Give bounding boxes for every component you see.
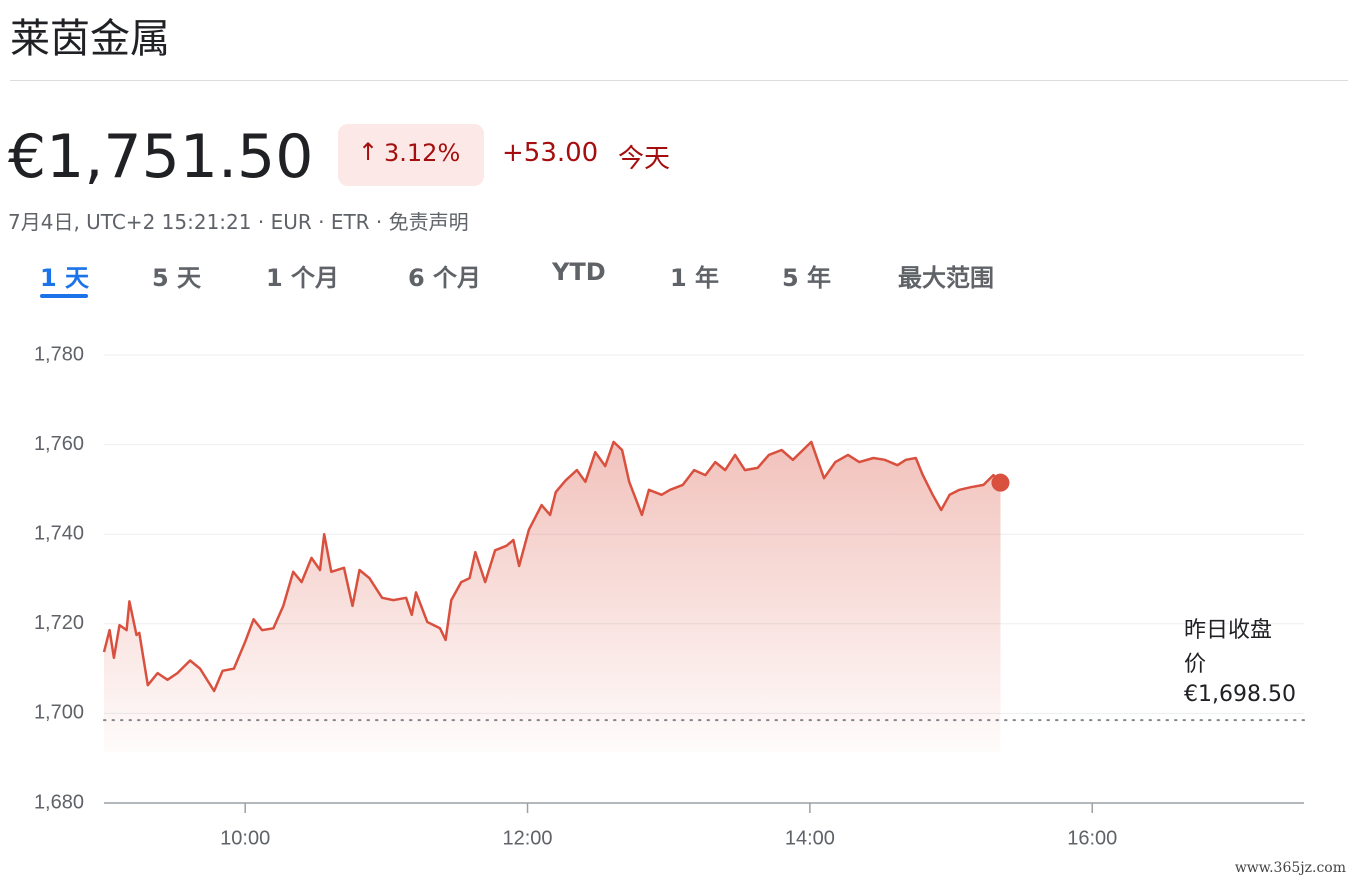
change-period: 今天 bbox=[618, 144, 671, 174]
area bbox=[104, 441, 1001, 753]
range-tab[interactable]: YTD bbox=[552, 258, 606, 286]
previous-close-title: 昨日收盘价 bbox=[1184, 618, 1273, 677]
exchange: ETR bbox=[330, 210, 370, 234]
last-point bbox=[991, 473, 1010, 492]
change-amount: +53.00 bbox=[502, 138, 599, 168]
arrow-icon: ↑ bbox=[358, 138, 379, 166]
y-tick-label: 1,720 bbox=[34, 612, 84, 634]
price: €1,751.50 bbox=[8, 122, 314, 192]
disclaimer[interactable]: 免责声明 bbox=[388, 210, 469, 234]
range-tab[interactable]: 5 年 bbox=[782, 264, 832, 292]
y-tick-label: 1,760 bbox=[34, 433, 84, 455]
divider bbox=[10, 80, 1348, 81]
x-tick-label: 10:00 bbox=[220, 827, 270, 849]
x-tick-label: 16:00 bbox=[1067, 827, 1117, 849]
change-badge: ↑ 3.12% bbox=[338, 124, 484, 186]
x-tick-label: 12:00 bbox=[502, 827, 552, 849]
y-tick-label: 1,680 bbox=[34, 791, 84, 813]
currency: EUR bbox=[270, 210, 312, 234]
page-title: 莱茵金属 bbox=[10, 16, 170, 62]
y-tick-label: 1,700 bbox=[34, 702, 84, 724]
meta-line: 7月4日, UTC+2 15:21:21 · EUR · ETR · 免责声明 bbox=[8, 210, 469, 234]
range-tab[interactable]: 1 个月 bbox=[266, 264, 340, 292]
previous-close-label: €1,698.50 bbox=[1184, 682, 1296, 707]
active-tab-underline bbox=[40, 294, 88, 298]
y-tick-label: 1,740 bbox=[34, 522, 84, 544]
watermark: www.365jz.com bbox=[1234, 860, 1346, 876]
timestamp: 7月4日, UTC+2 15:21:21 bbox=[8, 210, 252, 234]
range-tab[interactable]: 5 天 bbox=[152, 264, 202, 292]
y-tick-label: 1,780 bbox=[34, 343, 84, 365]
change-percent: 3.12% bbox=[384, 139, 461, 167]
range-tab[interactable]: 1 年 bbox=[670, 264, 720, 292]
price-line bbox=[102, 440, 1002, 693]
range-tab[interactable]: 6 个月 bbox=[408, 264, 482, 292]
range-tab[interactable]: 最大范围 bbox=[898, 264, 994, 292]
range-tab[interactable]: 1 天 bbox=[40, 264, 90, 292]
x-tick-label: 14:00 bbox=[785, 827, 835, 849]
